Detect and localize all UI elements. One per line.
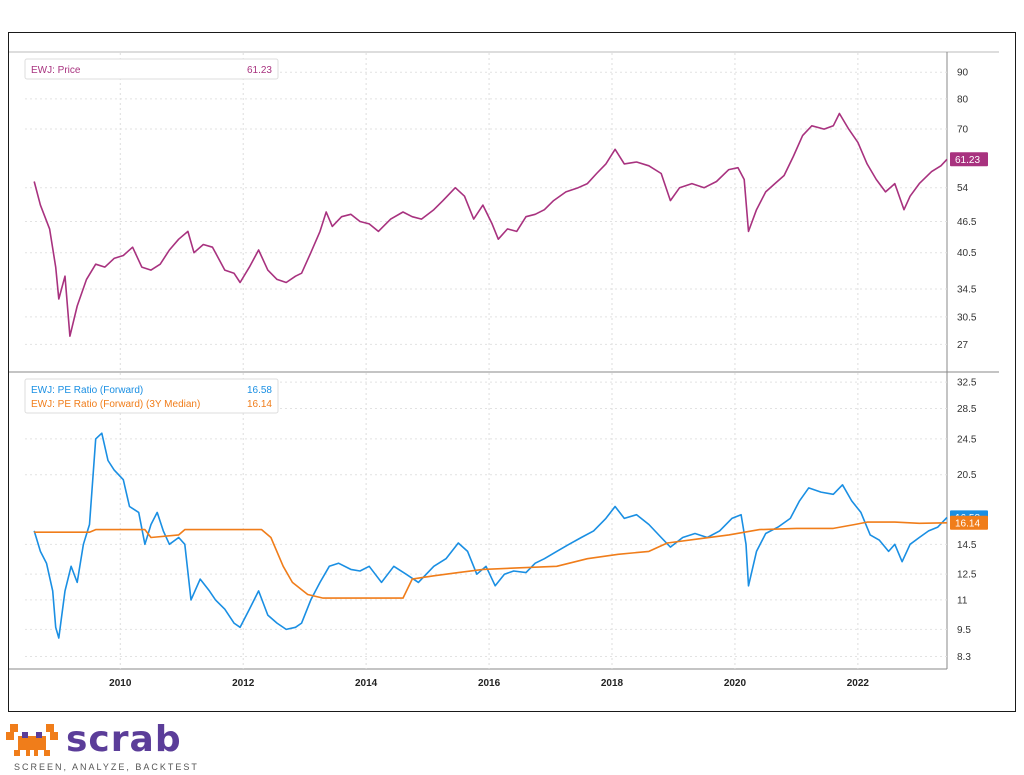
y-tick-label: 54 (957, 183, 969, 194)
logo-tagline: SCREEN, ANALYZE, BACKTEST (14, 762, 199, 772)
y-tick-label: 80 (957, 94, 969, 105)
y-tick-label: 9.5 (957, 625, 971, 636)
crab-icon (6, 724, 58, 756)
legend-box (24, 58, 279, 80)
y-tick-label: 40.5 (957, 248, 977, 259)
x-tick-label: 2010 (109, 678, 132, 689)
y-tick-label: 70 (957, 125, 969, 136)
y-tick-label: 34.5 (957, 284, 977, 295)
chart-canvas: 2010 2012 2014 2016 2018 2020 2022 90 80 70 54 46.5… (9, 51, 999, 689)
x-tick-label: 2014 (355, 678, 378, 689)
y-tick-label: 30.5 (957, 312, 977, 323)
y-tick-label: 90 (957, 68, 969, 79)
x-tick-label: 2018 (601, 678, 624, 689)
y-tick-label: 12.5 (957, 570, 977, 581)
legend-series-name: EWJ: Price (31, 65, 81, 76)
y-tick-label: 8.3 (957, 652, 971, 663)
last-value-badge (950, 152, 988, 167)
legend-series-value: 61.23 (247, 65, 272, 76)
y-tick-label: 46.5 (957, 217, 977, 228)
y-tick-label: 32.5 (957, 378, 977, 389)
legend-series-value: 16.58 (247, 385, 272, 396)
series-line (33, 432, 948, 639)
y-tick-label: 20.5 (957, 470, 977, 481)
scrab-logo: scrab SCREEN, ANALYZE, BACKTEST (6, 718, 206, 774)
x-tick-label: 2022 (847, 678, 870, 689)
last-value-badge (950, 515, 988, 530)
y-tick-label: 27 (957, 340, 969, 351)
x-tick-label: 2012 (232, 678, 255, 689)
y-tick-label: 28.5 (957, 404, 977, 415)
x-tick-label: 2016 (478, 678, 501, 689)
legend-series-name: EWJ: PE Ratio (Forward) (3Y Median) (31, 399, 200, 410)
last-value-label: 61.23 (955, 155, 980, 166)
legend-box (24, 378, 279, 414)
last-value-label: 16.14 (955, 518, 980, 529)
logo-wordmark: scrab (66, 719, 182, 760)
x-tick-label: 2020 (724, 678, 747, 689)
y-tick-label: 11 (957, 595, 968, 606)
legend-series-value: 16.14 (247, 399, 272, 410)
y-tick-label: 24.5 (957, 434, 977, 445)
series-line (34, 521, 948, 599)
series-line (33, 112, 948, 338)
chart-frame: 2010 2012 2014 2016 2018 2020 2022 90 80 70 54 46.5… (8, 32, 1016, 712)
y-tick-label: 14.5 (957, 540, 977, 551)
legend-series-name: EWJ: PE Ratio (Forward) (31, 385, 143, 396)
